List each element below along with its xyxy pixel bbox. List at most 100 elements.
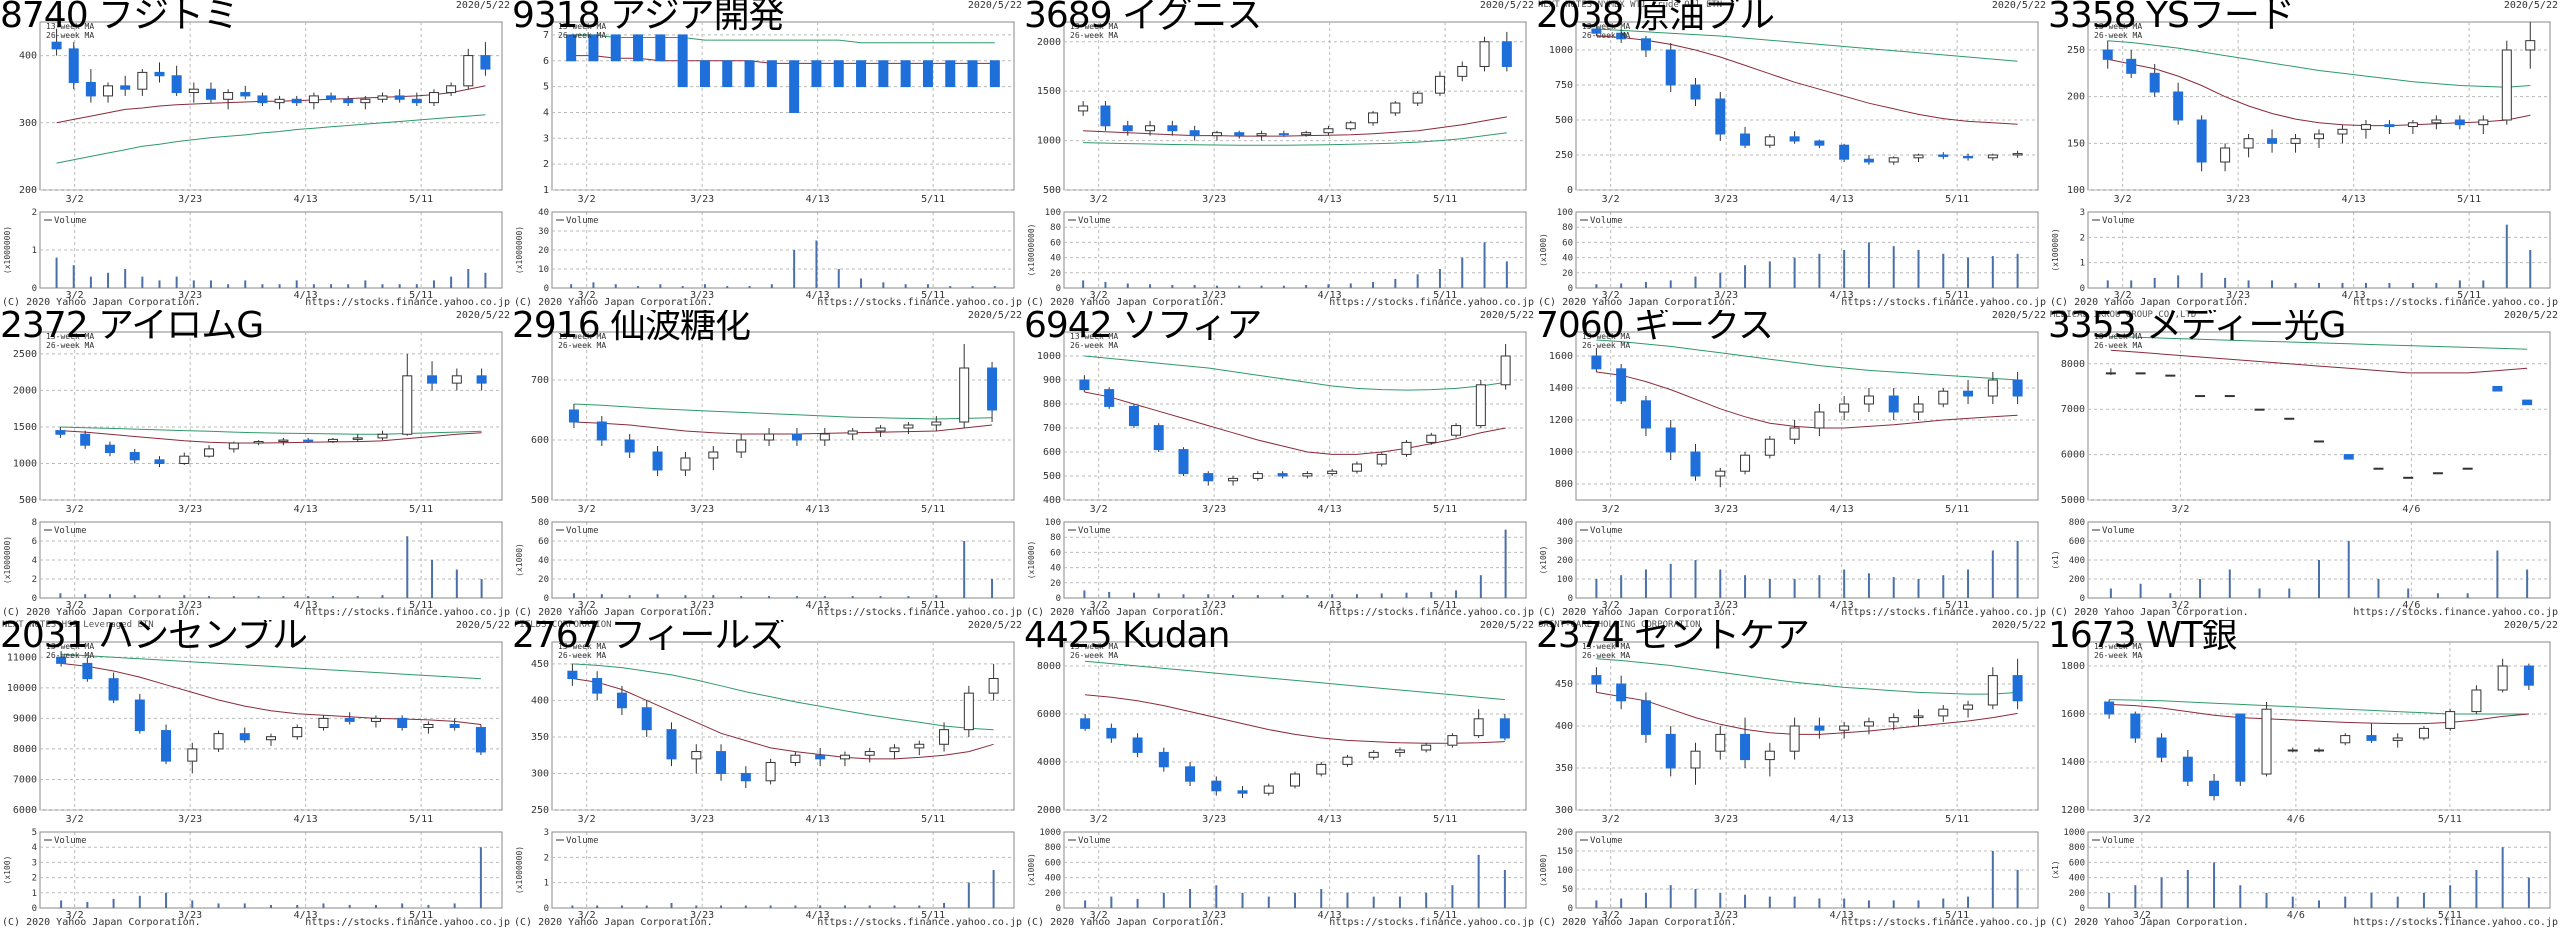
volume-bar — [1694, 560, 1697, 598]
candle-body — [394, 95, 405, 100]
ma-short-legend: 13-week MA — [46, 332, 94, 341]
stock-chart-panel[interactable]: 2000 4000 6000 8000 3/2 3/2 3/23 3/23 4/13 4/13 5/… — [1024, 620, 1536, 930]
candle-body — [213, 733, 224, 750]
candle-body — [1863, 158, 1874, 163]
y-tick-label: 750 — [1555, 80, 1573, 91]
stock-chart-panel[interactable]: 0 250 500 750 1000 3/2 3/2 3/23 3/23 4/13 4/13 5/11… — [1536, 0, 2048, 310]
candlestick — [187, 742, 198, 774]
candle-body — [2471, 689, 2482, 713]
candlestick — [1839, 143, 1850, 162]
candlestick — [85, 69, 96, 103]
y-tick-label: 450 — [531, 659, 549, 670]
candle-body — [2135, 372, 2146, 375]
candle-body — [1591, 28, 1602, 34]
chart-title: 2038 原油ブル — [1536, 0, 1775, 36]
volume-bar — [72, 265, 75, 288]
volume-bar — [1818, 898, 1821, 908]
candlestick — [370, 715, 381, 728]
vol-y-tick-label: 0 — [32, 284, 37, 294]
candlestick — [205, 82, 216, 103]
candlestick — [988, 663, 999, 701]
candle-body — [257, 95, 268, 104]
stock-chart-panel[interactable]: 200 300 400 3/2 3/2 3/23 3/23 4/13 4/13 5/11 5/11 0… — [0, 0, 512, 310]
x-tick-label: 4/13 — [1830, 814, 1854, 825]
vol-y-tick-label: 1 — [32, 889, 37, 899]
y-tick-label: 6000 — [1037, 709, 1061, 720]
candlestick — [360, 95, 371, 110]
stock-chart-panel[interactable]: 6000 7000 8000 9000 10000 11000 3/2 3/2 3/23 3/23… — [0, 620, 512, 930]
copyright-text: (C) 2020 Yahoo Japan Corporation. — [2050, 297, 2249, 308]
candlestick — [1475, 380, 1486, 428]
candle-body — [677, 34, 688, 88]
stock-chart-panel[interactable]: 400 500 600 700 800 900 1000 3/2 3/2 3/23 3/23 4/13… — [1024, 310, 1536, 620]
candle-body — [1368, 751, 1379, 758]
candlestick — [1740, 452, 1751, 475]
stock-chart-panel[interactable]: 100 150 200 250 3/2 3/2 3/23 3/23 4/13 4/13 5/11 5/… — [2048, 0, 2560, 310]
candle-body — [989, 60, 1000, 88]
volume-bar — [84, 594, 87, 598]
volume-bar — [2139, 583, 2142, 598]
volume-bar — [1438, 269, 1441, 288]
candle-body — [1145, 125, 1156, 132]
x-tick-label: 5/11 — [2438, 814, 2462, 825]
candle-body — [1740, 733, 1751, 761]
stock-chart-panel[interactable]: 500 1000 1500 2000 3/2 3/2 3/23 3/23 4/13 4/13 5/1… — [1024, 0, 1536, 310]
ma-long-legend: 26-week MA — [1582, 341, 1630, 350]
candlestick — [2523, 663, 2534, 690]
candlestick — [1616, 675, 1627, 710]
volume-bar — [1327, 284, 1330, 288]
stock-chart-panel[interactable]: 250 300 350 400 450 3/2 3/2 3/23 3/23 4/13 4/13 5/1… — [512, 620, 1024, 930]
candle-body — [959, 367, 970, 423]
vol-y-tick-label: 100 — [1557, 575, 1573, 585]
volume-bar — [2177, 275, 2180, 288]
candle-body — [1938, 708, 1949, 717]
volume-bar — [1162, 892, 1165, 908]
vol-y-tick-label: 800 — [2069, 843, 2085, 853]
vol-y-tick-label: 1 — [544, 879, 549, 889]
y-tick-label: 1600 — [2061, 709, 2085, 720]
candlestick — [1351, 461, 1362, 474]
volume-plot-frame — [551, 831, 1015, 909]
vol-y-tick-label: 20 — [1562, 269, 1573, 279]
x-tick-label: 5/11 — [921, 504, 945, 515]
volume-bar — [208, 596, 211, 598]
volume-bar — [2347, 541, 2350, 598]
volume-bar — [427, 904, 430, 908]
candlestick — [120, 75, 131, 96]
volume-bar — [2318, 900, 2320, 908]
stock-chart-panel[interactable]: 500 600 700 3/2 3/2 3/23 3/23 4/13 4/13 5/11 5/11 0… — [512, 310, 1024, 620]
volume-bar — [356, 596, 359, 598]
stock-chart-panel[interactable]: 1200 1400 1600 1800 3/2 3/2 4/6 4/6 5/11 5/11 0 200… — [2048, 620, 2560, 930]
stock-chart-panel[interactable]: 300 350 400 450 3/2 3/2 3/23 3/23 4/13 4/13 5/11 5/… — [1536, 620, 2048, 930]
y-tick-label: 700 — [531, 375, 549, 386]
candle-body — [1167, 125, 1178, 132]
vol-y-tick-label: 5 — [32, 828, 37, 838]
y-tick-label: 500 — [19, 495, 37, 506]
candle-body — [2373, 467, 2384, 470]
vol-y-tick-label: 0 — [1568, 284, 1573, 294]
stock-chart-panel[interactable]: 5000 6000 7000 8000 3/2 3/2 4/6 4/6 0 200 400 600 80… — [2048, 310, 2560, 620]
candlestick — [82, 657, 93, 682]
x-tick-label: 4/13 — [1318, 814, 1342, 825]
candle-body — [228, 442, 239, 450]
candle-body — [1302, 473, 1313, 477]
candlestick — [428, 89, 439, 106]
candle-body — [2343, 454, 2354, 460]
candlestick — [2501, 40, 2512, 125]
candle-body — [1764, 750, 1775, 761]
stock-chart-panel[interactable]: 1 2 3 4 5 6 7 3/2 3/2 3/23 3/23 4/13 4/13 5/11 5/11 0 10… — [512, 0, 1024, 310]
candlestick — [766, 60, 777, 88]
candlestick — [228, 441, 239, 453]
candle-body — [1591, 355, 1602, 370]
chart-svg: 500 600 700 3/2 3/2 3/23 3/23 4/13 4/13 5/11 5/11 0… — [515, 331, 1015, 611]
stock-chart-panel[interactable]: 800 1000 1200 1400 1600 3/2 3/2 3/23 3/23 4/13 4/1… — [1536, 310, 2048, 620]
x-tick-label: 4/13 — [806, 194, 830, 205]
volume-bar — [158, 595, 161, 598]
volume-bar — [1644, 281, 1647, 288]
vol-y-tick-label: 200 — [2069, 889, 2085, 899]
stock-chart-panel[interactable]: 500 1000 1500 2000 2500 3/2 3/2 3/23 3/23 4/13 4/1… — [0, 310, 512, 620]
main-plot-frame — [2087, 331, 2551, 501]
candle-body — [1189, 130, 1200, 137]
volume-bar — [60, 900, 63, 908]
volume-bar — [926, 284, 929, 288]
